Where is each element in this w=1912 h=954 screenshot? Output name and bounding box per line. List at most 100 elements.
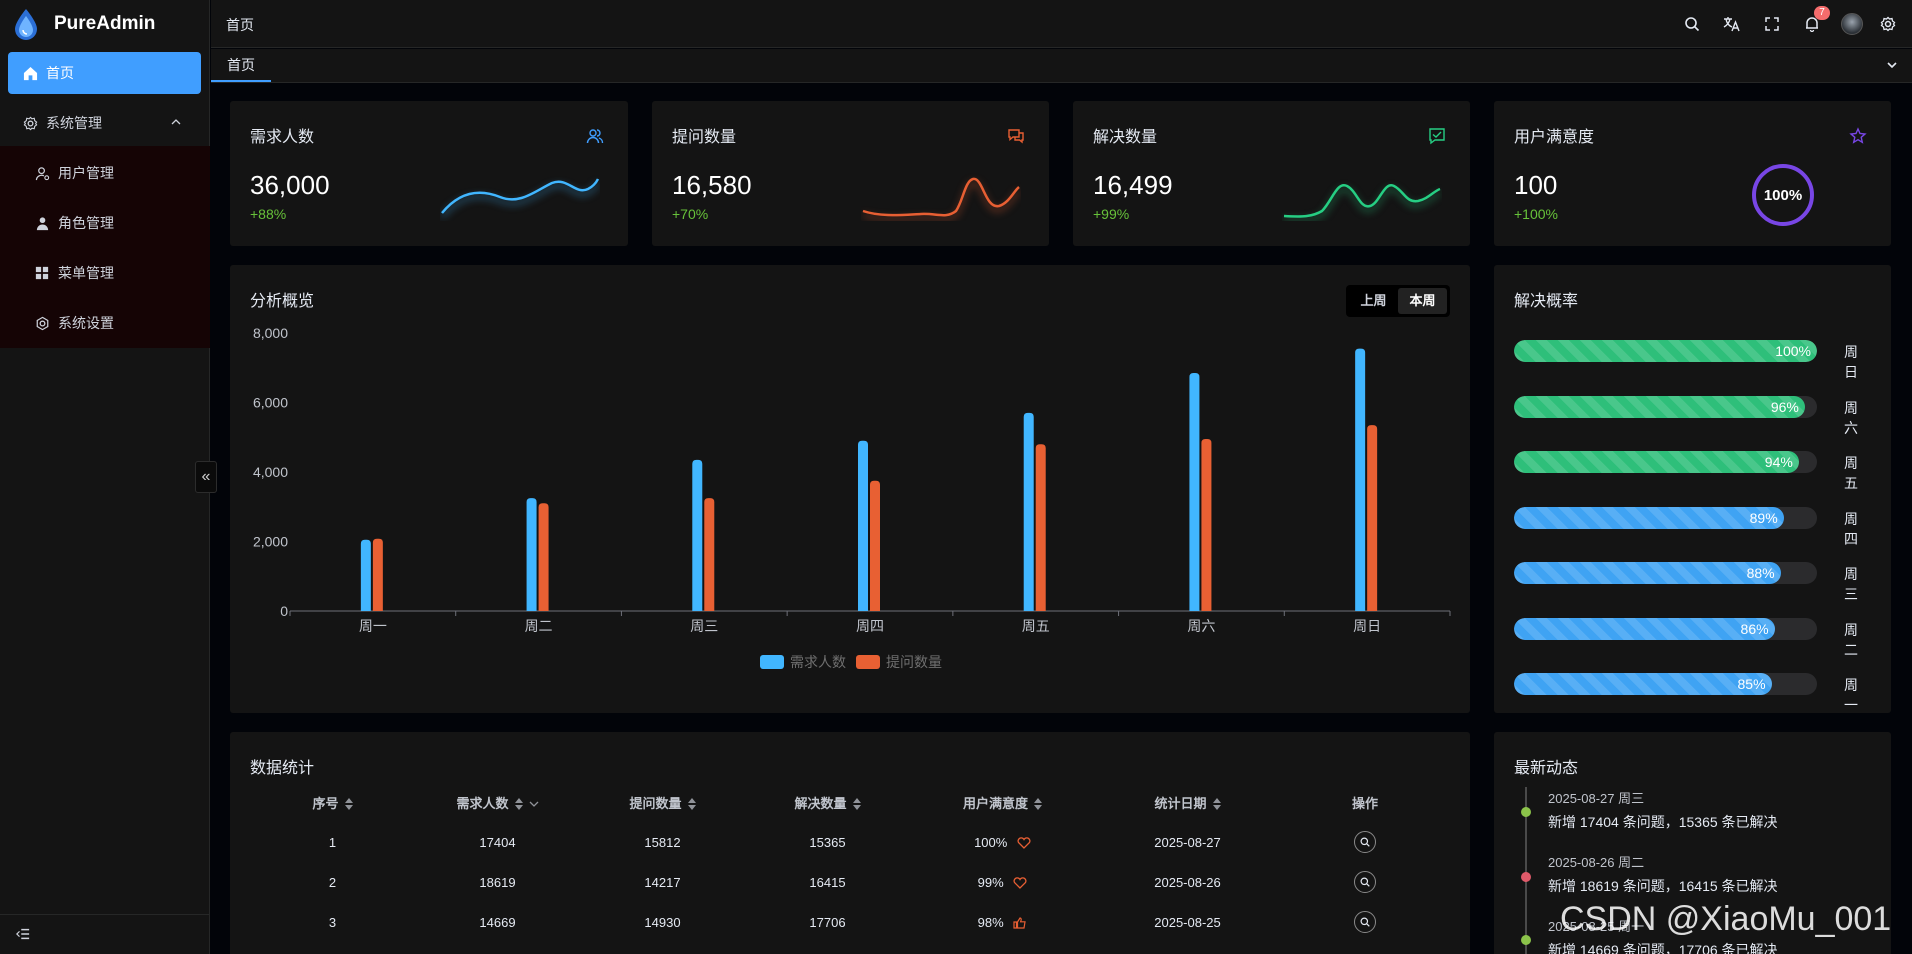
view-button[interactable] (1354, 871, 1376, 893)
y-tick-label: 6,000 (253, 395, 288, 411)
progress-day-label: 周六 (1844, 399, 1858, 436)
col-satisfaction[interactable]: 用户满意度 (910, 782, 1095, 822)
search-button[interactable] (1672, 12, 1712, 36)
progress-track: 100% (1514, 340, 1817, 362)
search-icon (1360, 837, 1370, 847)
bar-questions (538, 503, 549, 611)
resolve-rate-card: 解决概率 100% 周日 96% 周六 94% 周五 89% 周四 88% 周三 86% 周二 85% 周… (1494, 265, 1891, 713)
user-menu[interactable] (1832, 12, 1872, 36)
col-questions[interactable]: 提问数量 (580, 782, 745, 822)
cell-satisfaction: 100% (910, 822, 1095, 862)
toggle-this-week[interactable]: 本周 (1398, 288, 1447, 314)
timeline-line (1525, 787, 1527, 954)
col-date[interactable]: 统计日期 (1095, 782, 1280, 822)
collapse-sidebar-button[interactable]: « (195, 461, 217, 493)
cell-questions: 14930 (644, 914, 681, 930)
progress-track: 89% (1514, 506, 1817, 529)
avatar (1841, 13, 1863, 35)
sidebar-item-menus[interactable]: 菜单管理 (20, 252, 200, 294)
cell-date: 2025-08-25 (1154, 914, 1221, 930)
cell-solved: 15365 (809, 834, 846, 850)
sort-icon (344, 798, 353, 811)
progress-row: 88% 周三 (1514, 562, 1858, 602)
resolve-rate-title: 解决概率 (1514, 293, 1579, 310)
notification-button[interactable]: 7 (1792, 6, 1832, 36)
bar-demand (360, 539, 371, 611)
tab-home[interactable]: 首页 (211, 49, 271, 82)
toggle-last-week[interactable]: 上周 (1360, 293, 1387, 308)
breadcrumb[interactable]: 首页 (226, 17, 254, 33)
translate-icon (1723, 17, 1740, 32)
sidebar-item-label: 角色管理 (58, 215, 114, 231)
cell-solved: 17706 (809, 914, 846, 930)
col-actions: 操作 (1351, 795, 1378, 811)
search-icon (1360, 877, 1370, 887)
bar-demand (858, 440, 868, 611)
y-tick-label: 2,000 (253, 534, 288, 550)
stat-value: 36,000 (250, 170, 330, 200)
progress-value: 85% (1737, 676, 1766, 692)
cell-index: 3 (328, 914, 337, 930)
sidebar-item-users[interactable]: 用户管理 (20, 152, 200, 194)
stat-title: 需求人数 (250, 129, 315, 146)
sidebar-item-label: 用户管理 (58, 165, 114, 181)
progress-fill: 89% (1514, 506, 1784, 529)
sidebar-item-label: 菜单管理 (58, 265, 114, 281)
grid-icon (34, 265, 50, 281)
col-demand[interactable]: 需求人数 (415, 782, 580, 822)
bar-demand (526, 498, 537, 611)
sidebar-item-system[interactable]: 系统管理 (8, 102, 201, 144)
chevron-down-icon[interactable] (1886, 59, 1898, 71)
view-button[interactable] (1354, 831, 1376, 853)
progress-row: 96% 周六 (1514, 395, 1858, 436)
search-icon (1360, 917, 1370, 927)
cell-demand: 17404 (479, 834, 516, 850)
sidebar-item-label: 系统设置 (58, 315, 114, 331)
cell-demand: 14669 (479, 914, 516, 930)
sidebar-item-settings[interactable]: 系统设置 (20, 302, 200, 344)
progress-value: 88% (1746, 565, 1775, 581)
sidebar: PureAdmin 首页 系统管理 用户管理 角色管理 (0, 0, 210, 954)
translate-button[interactable] (1712, 12, 1752, 36)
cell-date: 2025-08-26 (1154, 874, 1221, 890)
sparkline-demand (441, 178, 600, 214)
stat-card-questions: 提问数量 16,580 +70% (652, 101, 1049, 246)
y-tick-label: 8,000 (253, 325, 288, 341)
timeline-dot (1521, 872, 1531, 882)
stat-delta: +70% (672, 206, 709, 222)
menu-fold-icon[interactable] (16, 927, 30, 941)
col-index[interactable]: 序号 (250, 782, 415, 822)
stat-title: 用户满意度 (1514, 129, 1595, 146)
cell-index: 2 (328, 874, 337, 890)
sort-icon (1212, 798, 1221, 811)
settings-icon (34, 315, 50, 331)
progress-fill: 86% (1514, 617, 1775, 640)
legend-label: 提问数量 (886, 654, 942, 670)
stat-title: 提问数量 (672, 129, 737, 146)
table-row: 1 17404 15812 15365 100% 2025-08-27 (250, 822, 1450, 862)
overview-card: 分析概览 上周 本周 0 2,000 4,000 6,000 8,000 周一 周二 周三 周四… (230, 265, 1470, 713)
timeline-date: 2025-08-26 周二 (1548, 855, 1645, 870)
bar-questions (704, 498, 715, 611)
app-logo[interactable]: PureAdmin (12, 8, 155, 40)
col-solved[interactable]: 解决数量 (745, 782, 910, 822)
bar-demand (1355, 348, 1366, 611)
settings-button[interactable] (1872, 12, 1904, 36)
legend-swatch (856, 655, 880, 669)
cell-questions: 15812 (644, 834, 681, 850)
bar-questions (372, 538, 383, 611)
progress-day-label: 周一 (1844, 677, 1858, 713)
week-toggle: 上周 本周 (1346, 285, 1450, 317)
view-button[interactable] (1354, 911, 1376, 933)
tabs-bar: 首页 (211, 49, 1912, 83)
x-tick-label: 周四 (856, 618, 884, 634)
sidebar-item-roles[interactable]: 角色管理 (20, 202, 200, 244)
progress-row: 100% 周日 (1514, 340, 1858, 380)
gear-icon (1880, 16, 1896, 32)
bell-icon (1806, 17, 1818, 32)
x-tick-label: 周五 (1022, 618, 1050, 634)
fullscreen-button[interactable] (1752, 12, 1792, 36)
stat-value: 16,499 (1093, 170, 1173, 200)
sidebar-item-home[interactable]: 首页 (8, 52, 201, 94)
progress-row: 85% 周一 (1514, 673, 1858, 713)
